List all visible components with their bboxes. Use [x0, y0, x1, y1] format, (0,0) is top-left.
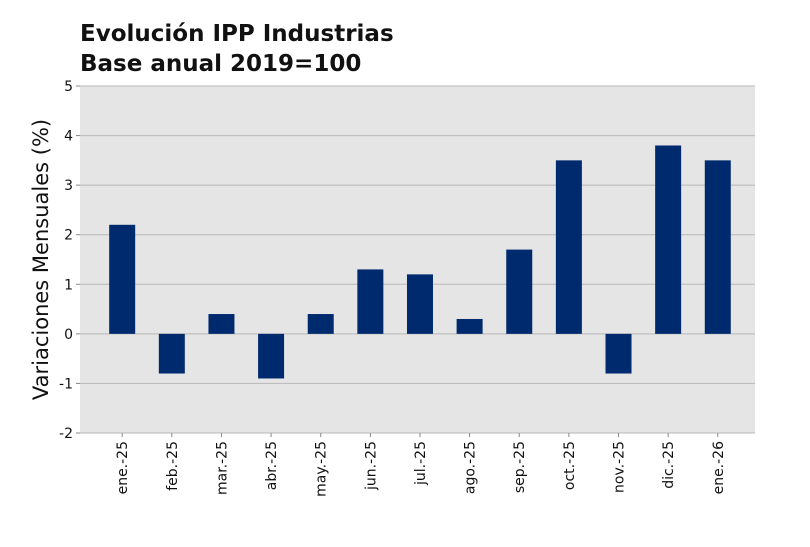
bar-may.-25 [307, 314, 334, 334]
x-tick-label: ene.-25 [115, 441, 131, 494]
y-tick-label: 4 [64, 129, 73, 145]
bars [109, 145, 731, 379]
bar-ene.-25 [109, 224, 136, 334]
x-axis-ticks: ene.-25 feb.-25 mar.-25 abr.-25 may.-25 jun.-… [115, 433, 727, 497]
bar-jul.-25 [406, 274, 433, 334]
bar-mar.-25 [208, 314, 235, 334]
y-tick-label: 5 [64, 79, 73, 95]
x-tick-label: may.-25 [314, 441, 330, 497]
x-tick-label: ene.-26 [711, 441, 727, 495]
bar-ago.-25 [456, 318, 483, 334]
y-tick-label: -1 [59, 376, 73, 392]
bar-abr.-25 [258, 333, 285, 379]
y-tick-label: 0 [64, 327, 73, 343]
chart-title-line-2: Base anual 2019=100 [80, 51, 361, 77]
bar-feb.-25 [158, 333, 185, 374]
bar-jun.-25 [357, 269, 384, 334]
y-axis-label: Variaciones Mensuales (%) [29, 119, 53, 400]
x-tick-label: nov.-25 [612, 441, 628, 493]
y-axis-ticks: 5 4 3 2 1 0 -1 -2 [59, 79, 80, 442]
plot-area [80, 86, 755, 433]
y-tick-label: 3 [64, 178, 73, 194]
y-tick-label: -2 [59, 426, 73, 442]
bar-sep.-25 [506, 249, 533, 334]
chart-title-line-1: Evolución IPP Industrias [80, 21, 394, 47]
x-tick-label: abr.-25 [264, 441, 280, 490]
x-tick-label: jun.-25 [363, 441, 379, 491]
bar-ene.-26 [704, 160, 731, 334]
x-tick-label: ago.-25 [463, 441, 479, 494]
x-tick-label: mar.-25 [214, 441, 230, 495]
y-tick-label: 2 [64, 228, 73, 244]
bar-dic.-25 [655, 145, 682, 334]
bar-oct.-25 [555, 160, 582, 334]
x-tick-label: dic.-25 [661, 441, 677, 489]
x-tick-label: sep.-25 [512, 441, 528, 493]
bar-nov.-25 [605, 333, 632, 374]
x-tick-label: feb.-25 [165, 441, 181, 491]
x-tick-label: oct.-25 [562, 441, 578, 490]
x-tick-label: jul.-25 [413, 441, 429, 486]
y-tick-label: 1 [64, 277, 73, 293]
